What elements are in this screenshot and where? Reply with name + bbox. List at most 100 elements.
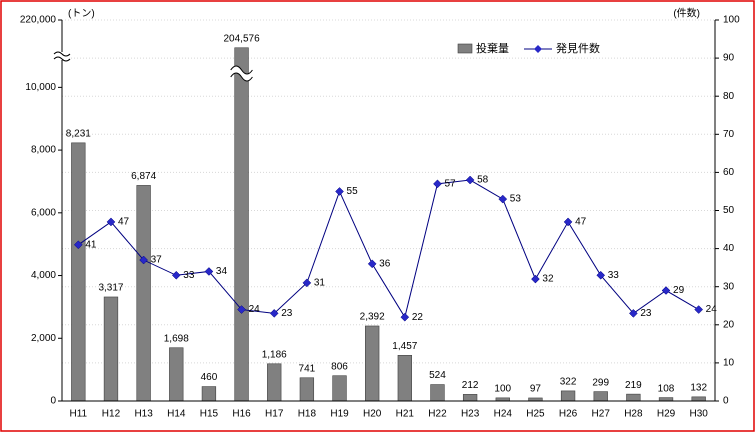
y2-tick-label: 20 (723, 319, 735, 330)
bar (332, 375, 347, 402)
x-tick-label: H18 (298, 409, 317, 420)
bar-value-label: 1,698 (164, 333, 189, 344)
y-tick-label: 2,000 (31, 333, 56, 344)
bar-value-label: 97 (530, 384, 542, 395)
marker (335, 187, 344, 196)
bar (169, 347, 184, 402)
bar (691, 396, 706, 402)
marker (400, 312, 410, 322)
x-tick-label: H20 (363, 409, 382, 420)
x-tick-label: H27 (592, 409, 611, 420)
marker (139, 255, 148, 265)
bar (234, 47, 249, 402)
x-tick-label: H26 (559, 409, 578, 420)
y2-tick-label: 40 (723, 243, 735, 254)
line-value-label: 22 (412, 312, 424, 323)
y-tick-label: 6,000 (31, 207, 56, 218)
line-value-label: 57 (444, 178, 456, 189)
bar (365, 325, 380, 402)
bar-value-label: 524 (429, 370, 446, 381)
bar-value-label: 460 (201, 372, 218, 383)
marker (498, 194, 508, 204)
y2-axis-label: (件数) (673, 7, 700, 20)
x-tick-label: H11 (70, 409, 88, 420)
bar (430, 384, 445, 402)
bar-value-label: 6,874 (131, 171, 156, 182)
line (78, 179, 699, 319)
line-value-label: 34 (216, 266, 228, 277)
bar-value-label: 204,576 (223, 33, 260, 44)
line-value-label: 47 (118, 217, 130, 228)
x-tick-label: H28 (624, 409, 643, 420)
line-value-label: 23 (640, 308, 652, 319)
line-value-label: 32 (542, 274, 554, 285)
bar-value-label: 212 (462, 380, 479, 391)
bar-value-label: 322 (560, 377, 577, 388)
marker (73, 240, 83, 250)
bar-value-label: 8,231 (66, 128, 91, 139)
marker (629, 309, 638, 318)
line-value-label: 41 (85, 239, 97, 250)
x-tick-label: H13 (134, 409, 153, 420)
y-tick-label: 220,000 (20, 15, 57, 26)
marker (531, 274, 540, 284)
line-value-label: 24 (249, 304, 261, 315)
bar-break (230, 66, 253, 81)
bar-value-label: 1,457 (392, 341, 417, 352)
marker (367, 259, 377, 269)
x-tick-label: H15 (200, 409, 219, 420)
bar-value-label: 806 (331, 361, 348, 372)
line-value-label: 37 (151, 255, 163, 266)
y-tick-label: 10,000 (25, 82, 56, 93)
bar-value-label: 741 (299, 363, 316, 374)
y-axis-label: (トン) (68, 9, 95, 20)
y2-tick-label: 80 (723, 91, 735, 102)
x-tick-label: H22 (428, 409, 447, 420)
line-value-label: 33 (608, 270, 620, 281)
bar (267, 363, 282, 402)
bar (593, 391, 608, 402)
y2-tick-label: 30 (723, 281, 735, 292)
bar-value-label: 299 (592, 377, 609, 388)
y2-tick-label: 0 (723, 396, 729, 407)
bar-value-label: 108 (658, 383, 675, 394)
y2-tick-label: 100 (723, 15, 740, 26)
bar (71, 142, 86, 402)
x-tick-label: H23 (461, 409, 480, 420)
line-value-label: 36 (379, 258, 391, 269)
legend-swatch (457, 43, 473, 54)
bar-value-label: 1,186 (262, 349, 287, 360)
legend-label: 投棄量 (476, 41, 509, 55)
bar (462, 394, 478, 402)
x-tick-label: H29 (657, 409, 676, 420)
bar (201, 386, 217, 402)
bar (299, 377, 315, 402)
marker (661, 286, 671, 295)
marker (237, 305, 246, 314)
y-tick-label: 8,000 (31, 145, 56, 156)
x-tick-label: H14 (167, 409, 186, 420)
line-value-label: 29 (673, 285, 685, 296)
x-tick-label: H30 (689, 409, 708, 420)
line-value-label: 53 (510, 194, 522, 205)
marker (563, 217, 573, 227)
x-tick-label: H24 (494, 409, 513, 420)
marker (171, 270, 181, 280)
bar-value-label: 219 (625, 380, 642, 391)
bar (560, 390, 576, 402)
bar-value-label: 132 (690, 383, 707, 394)
marker (694, 305, 704, 314)
legend-marker (534, 45, 542, 53)
bar-value-label: 2,392 (360, 312, 385, 323)
y2-tick-label: 50 (723, 205, 735, 216)
marker (596, 270, 606, 280)
bar (626, 393, 641, 402)
x-tick-label: H19 (330, 409, 349, 420)
bar-break-line (230, 72, 253, 82)
y2-tick-label: 70 (723, 129, 735, 140)
line-value-label: 24 (706, 304, 718, 315)
bar-break-line (230, 65, 253, 75)
line-value-label: 55 (347, 186, 359, 197)
y2-tick-label: 90 (723, 53, 735, 64)
marker (269, 309, 279, 318)
